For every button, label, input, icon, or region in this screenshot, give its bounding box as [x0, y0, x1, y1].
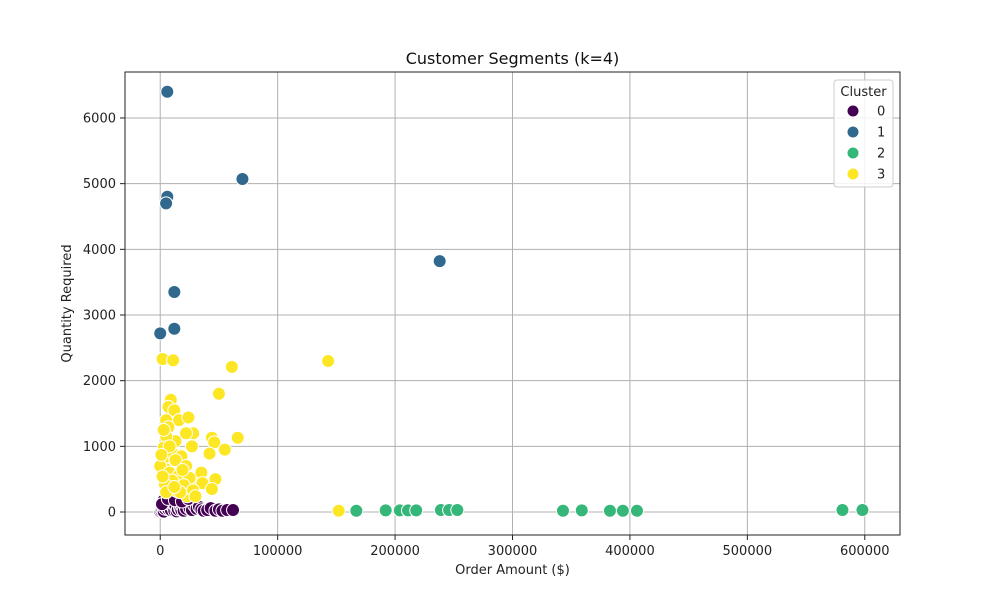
data-point	[159, 196, 174, 211]
x-axis-label: Order Amount ($)	[455, 563, 570, 578]
legend-title: Cluster	[840, 85, 887, 100]
x-tick-label: 500000	[723, 544, 773, 559]
data-point	[835, 503, 850, 518]
data-point	[555, 503, 570, 518]
data-point	[615, 503, 630, 518]
series-cluster-3	[153, 351, 346, 518]
data-point	[450, 503, 465, 518]
data-point	[179, 426, 194, 441]
data-point	[181, 410, 196, 425]
data-point	[175, 462, 190, 477]
x-tick-label: 100000	[253, 544, 303, 559]
data-point	[202, 446, 217, 461]
legend-marker	[846, 167, 860, 181]
data-point	[321, 353, 336, 368]
data-point	[217, 442, 232, 457]
data-point	[167, 321, 182, 336]
x-tick-label: 400000	[605, 544, 655, 559]
legend-marker	[846, 104, 860, 118]
data-point	[349, 503, 364, 518]
data-point	[153, 326, 168, 341]
data-point	[184, 439, 199, 454]
y-tick-label: 3000	[83, 308, 116, 323]
legend: Cluster 0 1 2 3	[833, 79, 894, 188]
y-tick-label: 6000	[83, 111, 116, 126]
data-point	[331, 503, 346, 518]
data-point	[211, 386, 226, 401]
data-point	[602, 503, 617, 518]
data-point	[409, 503, 424, 518]
data-point	[378, 503, 393, 518]
legend-marker	[846, 125, 860, 139]
data-point	[168, 453, 183, 468]
data-points	[153, 84, 870, 519]
data-point	[162, 439, 177, 454]
x-tick-label: 0	[156, 544, 164, 559]
x-tick-label: 300000	[488, 544, 538, 559]
data-point	[204, 482, 219, 497]
series-cluster-2	[349, 503, 870, 518]
legend-label: 0	[877, 105, 885, 120]
data-point	[155, 469, 170, 484]
data-point	[629, 503, 644, 518]
data-point	[156, 422, 171, 437]
y-tick-label: 1000	[83, 440, 116, 455]
series-cluster-1	[153, 84, 447, 341]
data-point	[855, 503, 870, 518]
data-point	[167, 285, 182, 300]
data-point	[235, 172, 250, 187]
legend-label: 2	[877, 147, 885, 162]
data-point	[226, 503, 241, 518]
data-point	[432, 254, 447, 269]
data-point	[167, 480, 182, 495]
chart-title: Customer Segments (k=4)	[406, 49, 620, 68]
legend-items: 0 1 2 3	[846, 104, 885, 183]
data-point	[160, 84, 175, 99]
x-tick-label: 600000	[840, 544, 890, 559]
data-point	[188, 489, 203, 504]
legend-label: 3	[877, 168, 885, 183]
legend-marker	[846, 146, 860, 160]
data-point	[166, 353, 181, 368]
grid-lines	[125, 72, 900, 535]
y-tick-label: 2000	[83, 374, 116, 389]
y-tick-label: 5000	[83, 177, 116, 192]
axis-ticks: 0 100000 200000 300000 400000 500000 600000 0 10…	[83, 111, 890, 559]
data-point	[224, 359, 239, 374]
y-tick-label: 4000	[83, 243, 116, 258]
data-point	[154, 447, 169, 462]
data-point	[574, 503, 589, 518]
y-tick-label: 0	[108, 506, 116, 521]
x-tick-label: 200000	[370, 544, 420, 559]
legend-label: 1	[877, 126, 885, 141]
data-point	[230, 430, 245, 445]
y-axis-label: Quantity Required	[60, 244, 75, 362]
